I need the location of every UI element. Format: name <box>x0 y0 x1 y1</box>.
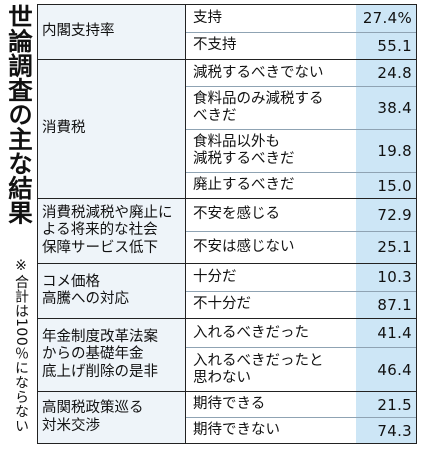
answer-value: 25.1 <box>356 231 416 263</box>
answer-row: 食料品以外も 減税するべきだ 19.8 <box>186 130 416 173</box>
answer-value: 10.3 <box>356 264 416 291</box>
answer-row: 入れるべきだった 41.4 <box>186 319 416 348</box>
group-cabinet-approval: 内閣支持率 支持 27.4% 不支持 55.1 <box>38 5 416 60</box>
answer-value: 38.4 <box>356 87 416 129</box>
answer-row: 減税するべきでない 24.8 <box>186 60 416 87</box>
topic-label: コメ価格 高騰への対応 <box>38 264 186 318</box>
answer-option: 入れるべきだった <box>193 324 309 341</box>
answer-value: 87.1 <box>356 291 416 318</box>
answer-row: 不十分だ 87.1 <box>186 291 416 318</box>
topic-label: 消費税減税や廃止に よる将来的な社会 保障サービス低下 <box>38 199 186 263</box>
answer-row: 廃止するべきだ 15.0 <box>186 173 416 198</box>
answer-option: 支持 <box>193 9 222 26</box>
answer-option: 不十分だ <box>193 296 251 313</box>
answer-list: 不安を感じる 72.9 不安は感じない 25.1 <box>186 199 416 263</box>
group-pension-reform: 年金制度改革法案 からの基礎年金 底上げ削除の是非 入れるべきだった 41.4 … <box>38 319 416 392</box>
answer-value: 24.8 <box>356 60 416 86</box>
topic-label: 高関税政策巡る 対米交渉 <box>38 392 186 443</box>
answer-value: 19.8 <box>356 130 416 172</box>
answer-row: 十分だ 10.3 <box>186 264 416 292</box>
answer-list: 期待できる 21.5 期待できない 74.3 <box>186 392 416 443</box>
group-consumption-tax: 消費税 減税するべきでない 24.8 食料品のみ減税する べきだ 38.4 食料… <box>38 60 416 199</box>
answer-option: 廃止するべきだ <box>193 177 295 193</box>
answer-row: 支持 27.4% <box>186 5 416 33</box>
answer-value: 21.5 <box>356 392 416 417</box>
answer-option: 入れるべきだったと 思わない <box>193 352 324 386</box>
answer-value: 55.1 <box>356 32 416 59</box>
answer-row: 不安を感じる 72.9 <box>186 199 416 232</box>
answer-list: 十分だ 10.3 不十分だ 87.1 <box>186 264 416 318</box>
topic-label: 年金制度改革法案 からの基礎年金 底上げ削除の是非 <box>38 319 186 391</box>
answer-row: 入れるべきだったと 思わない 46.4 <box>186 348 416 391</box>
answer-option: 不安は感じない <box>193 238 295 255</box>
group-rice-price: コメ価格 高騰への対応 十分だ 10.3 不十分だ 87.1 <box>38 264 416 319</box>
answer-list: 支持 27.4% 不支持 55.1 <box>186 5 416 59</box>
answer-row: 期待できない 74.3 <box>186 418 416 443</box>
results-table: 内閣支持率 支持 27.4% 不支持 55.1 消費税 減税するべきでない 24… <box>37 4 417 444</box>
answer-option: 不支持 <box>193 37 237 54</box>
answer-option: 減税するべきでない <box>193 64 324 81</box>
answer-option: 期待できる <box>193 396 266 412</box>
answer-option: 十分だ <box>193 268 237 285</box>
answer-list: 入れるべきだった 41.4 入れるべきだったと 思わない 46.4 <box>186 319 416 391</box>
answer-value: 27.4% <box>356 5 416 32</box>
answer-value: 41.4 <box>356 319 416 347</box>
topic-label: 内閣支持率 <box>38 5 186 59</box>
answer-value: 72.9 <box>356 199 416 231</box>
survey-title: 世論調査の主な結果 <box>5 4 34 225</box>
total-note: ※合計は100％にならない <box>13 258 29 434</box>
answer-option: 食料品以外も 減税するべきだ <box>193 134 295 167</box>
group-social-security: 消費税減税や廃止に よる将来的な社会 保障サービス低下 不安を感じる 72.9 … <box>38 199 416 264</box>
answer-row: 食料品のみ減税する べきだ 38.4 <box>186 87 416 130</box>
answer-row: 不安は感じない 25.1 <box>186 231 416 263</box>
answer-list: 減税するべきでない 24.8 食料品のみ減税する べきだ 38.4 食料品以外も… <box>186 60 416 198</box>
answer-value: 74.3 <box>356 418 416 443</box>
answer-value: 46.4 <box>356 348 416 391</box>
answer-option: 食料品のみ減税する べきだ <box>193 91 324 124</box>
topic-label: 消費税 <box>38 60 186 198</box>
answer-value: 15.0 <box>356 173 416 198</box>
answer-row: 期待できる 21.5 <box>186 392 416 418</box>
answer-option: 期待できない <box>193 422 280 438</box>
answer-option: 不安を感じる <box>193 206 280 223</box>
answer-row: 不支持 55.1 <box>186 32 416 59</box>
group-us-tariff-talks: 高関税政策巡る 対米交渉 期待できる 21.5 期待できない 74.3 <box>38 392 416 443</box>
